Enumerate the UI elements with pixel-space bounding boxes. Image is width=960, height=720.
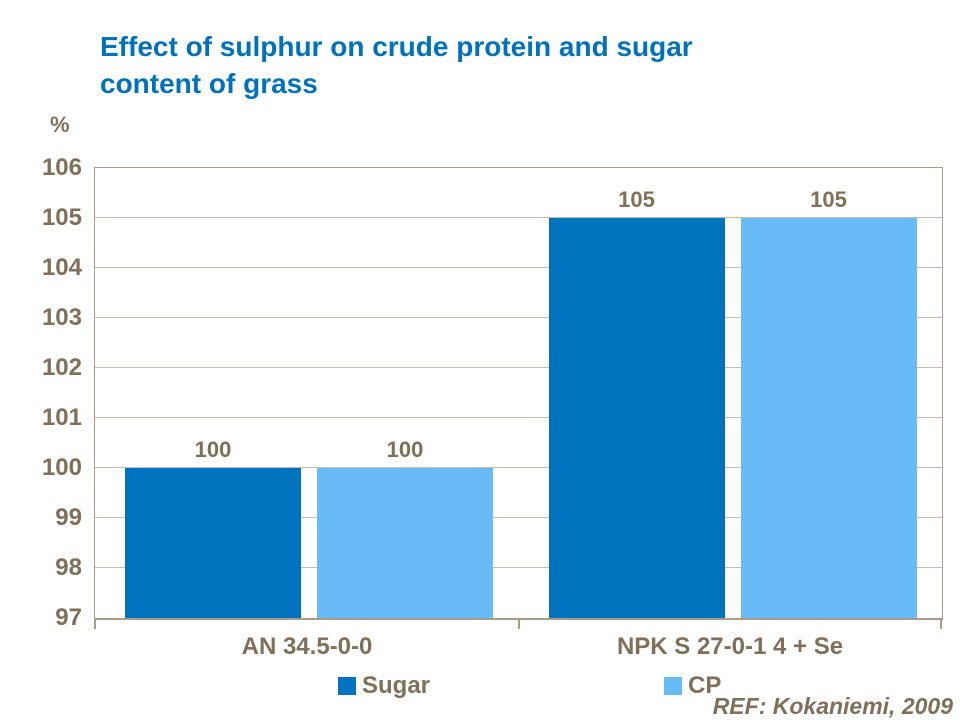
bar-value-label: 105 (618, 187, 655, 212)
x-axis-tick (517, 619, 520, 629)
gridline-101 (95, 417, 942, 418)
chart-title: Effect of sulphur on crude protein and s… (100, 31, 693, 99)
bar-cp-0 (317, 468, 493, 618)
bar-sugar-1 (548, 218, 725, 618)
gridline-102 (95, 367, 942, 368)
y-axis-tick-label: 105 (41, 204, 82, 231)
y-axis-tick-label: 98 (55, 554, 82, 581)
gridline-104 (95, 267, 942, 268)
y-axis-tick-label: 103 (41, 304, 82, 331)
legend-swatch-sugar (338, 677, 356, 695)
y-axis-tick-label: 99 (55, 504, 82, 531)
legend-item-sugar: Sugar (338, 674, 430, 698)
bar-sugar-0 (125, 468, 301, 618)
legend-label-sugar: Sugar (362, 672, 431, 699)
bar-cp-1 (740, 218, 917, 618)
category-label-an: AN 34.5-0-0 (241, 633, 373, 660)
legend-label-cp: CP (688, 672, 722, 699)
y-axis-tick-label: 104 (41, 254, 82, 281)
gridline-99 (95, 517, 942, 518)
bar-value-label: 105 (810, 187, 847, 212)
gridline-98 (95, 567, 942, 568)
bar-value-label: 100 (386, 437, 424, 462)
category-label-npk: NPK S 27-0-1 4 + Se (616, 633, 844, 660)
x-axis-tick (94, 619, 96, 629)
x-axis-tick (940, 619, 942, 629)
y-axis-tick-label: 106 (41, 154, 82, 181)
gridline-100 (95, 467, 942, 468)
plot-area: 100 100 105 105 (94, 167, 943, 620)
y-axis-tick-label: 97 (55, 604, 82, 631)
reference-note: REF: Kokaniemi, 2009 (712, 693, 953, 719)
legend-item-cp: CP (664, 674, 721, 698)
y-axis-tick-label: 101 (41, 404, 82, 431)
legend-swatch-cp (664, 677, 682, 695)
gridline-105 (95, 217, 942, 218)
bar-value-label: 100 (194, 437, 232, 462)
y-axis-unit-label: % (50, 112, 70, 137)
y-axis-tick-label: 100 (41, 454, 82, 481)
gridline-103 (95, 317, 942, 318)
y-axis-tick-label: 102 (41, 354, 82, 381)
